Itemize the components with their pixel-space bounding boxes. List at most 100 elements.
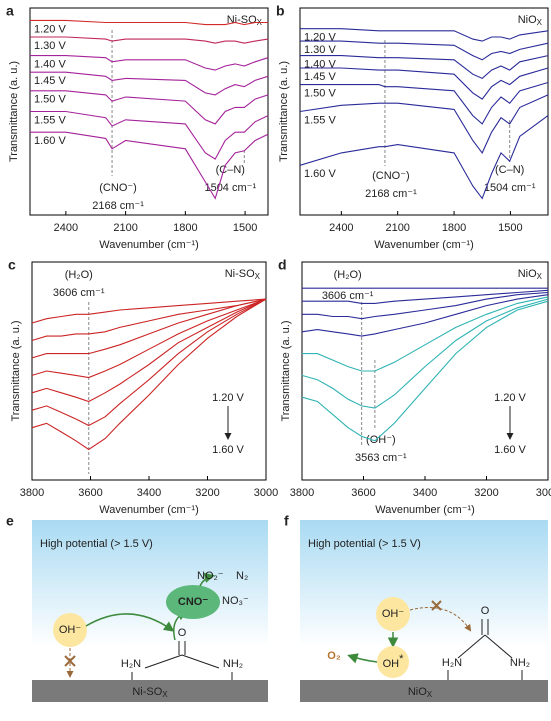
series-label: 1.40 V xyxy=(34,59,66,71)
cno-bubble xyxy=(166,585,220,619)
series-label: 1.60 V xyxy=(304,168,336,180)
o2-label: O₂ xyxy=(327,650,341,662)
spectrum xyxy=(301,294,549,337)
spectrum xyxy=(299,115,549,200)
product-arrow xyxy=(199,572,215,587)
x-tick-label: 3400 xyxy=(137,487,161,499)
chart-panel: a Ni-SOX Transmittance (a. u.) Wavenumber (… xyxy=(6,3,269,251)
annotation: 3606 cm⁻¹ xyxy=(53,287,105,299)
urea-nh2-right: NH₂ xyxy=(510,657,530,669)
spectrum xyxy=(30,19,268,26)
spectrum xyxy=(31,298,267,379)
annotation: 3606 cm⁻¹ xyxy=(322,290,374,302)
product: NO₂⁻ xyxy=(197,570,224,582)
x-tick-label: 1500 xyxy=(233,222,257,234)
urea-o: O xyxy=(178,627,187,639)
panel-letter: a xyxy=(6,3,14,19)
blocked-arrow xyxy=(409,607,472,632)
background xyxy=(300,520,548,690)
spectrum xyxy=(302,289,549,304)
series-label: 1.50 V xyxy=(304,87,336,99)
spectrum xyxy=(300,67,549,100)
series-label: 1.40 V xyxy=(304,59,336,71)
series-label: 1.50 V xyxy=(34,94,66,106)
spectrum xyxy=(301,300,549,442)
x-tick-label: 2400 xyxy=(329,222,353,234)
panel-label: NiOX xyxy=(518,14,543,27)
panel-letter: d xyxy=(278,257,287,273)
panel-letter: e xyxy=(6,513,14,529)
urea-bonds xyxy=(447,619,523,680)
urea-o: O xyxy=(481,605,490,617)
series-label: 1.55 V xyxy=(34,114,66,126)
label-sub: X xyxy=(537,18,543,27)
panel-f: f NiOX High potential (> 1.5 V) OH⁻ OH* … xyxy=(284,513,548,702)
x-tick-label: 3800 xyxy=(290,487,314,499)
chart-panel: b NiOX Transmittance (a. u.) Wavenumber (cm… xyxy=(276,3,549,251)
x-tick-label: 3000 xyxy=(536,487,551,499)
x-tick-label: 2100 xyxy=(385,222,409,234)
label-sub: X xyxy=(255,272,261,281)
annotation: (C–N) xyxy=(495,164,524,176)
x-tick-label: 3800 xyxy=(20,487,44,499)
spectrum xyxy=(30,36,269,44)
attack-arrow xyxy=(85,613,175,632)
panel-letter: c xyxy=(8,257,16,273)
spectrum xyxy=(301,298,549,409)
substrate xyxy=(32,680,268,702)
urea-nh2-left: H₂N xyxy=(442,657,462,669)
spectrum xyxy=(302,291,549,320)
annotation: 3563 cm⁻¹ xyxy=(355,452,407,464)
label-main: NiO xyxy=(518,14,537,26)
spectrum xyxy=(31,298,267,427)
spectrum xyxy=(31,298,267,403)
voltage-end: 1.60 V xyxy=(494,444,526,456)
spectrum xyxy=(300,81,549,125)
oh-ads-label: OH* xyxy=(383,653,405,670)
annotation: (C–N) xyxy=(216,164,245,176)
annotation: (CNO⁻) xyxy=(99,182,137,194)
product: NO₃⁻ xyxy=(222,595,249,607)
panel-letter: b xyxy=(276,3,285,19)
y-axis-label: Transmittance (a. u.) xyxy=(280,320,292,421)
annotation: 1504 cm⁻¹ xyxy=(484,182,536,194)
x-tick-label: 2400 xyxy=(54,222,78,234)
cross xyxy=(431,600,442,611)
urea-nh2-left: H₂N xyxy=(121,658,141,670)
product: N₂ xyxy=(236,570,248,582)
x-tick-label: 1800 xyxy=(442,222,466,234)
spectrum xyxy=(300,40,549,61)
condition: High potential (> 1.5 V) xyxy=(40,538,153,550)
series-label: 1.20 V xyxy=(304,32,336,44)
panel-e: e Ni-SOX High potential (> 1.5 V) OH⁻ O … xyxy=(6,513,268,702)
y-axis-label: Transmittance (a. u.) xyxy=(10,320,22,421)
series-label: 1.45 V xyxy=(304,71,336,83)
x-tick-label: 2100 xyxy=(113,222,137,234)
x-tick-label: 3600 xyxy=(351,487,375,499)
panel-label: Ni-SOX xyxy=(227,14,263,27)
urea-bonds xyxy=(131,641,233,680)
condition: High potential (> 1.5 V) xyxy=(308,538,421,550)
x-tick-label: 1500 xyxy=(498,222,522,234)
spectrum xyxy=(31,298,267,359)
spectrum xyxy=(30,71,269,96)
substrate xyxy=(300,680,548,702)
cross xyxy=(64,655,76,667)
oh-ads-bubble xyxy=(377,646,409,678)
chart-panel: c Ni-SOX Transmittance (a. u.) Wavenumber (… xyxy=(8,257,278,516)
chart-panel: d NiOX Transmittance (a. u.) Wavenumber (cm… xyxy=(278,257,551,516)
voltage-start: 1.20 V xyxy=(212,392,244,404)
oh-label: OH⁻ xyxy=(59,624,82,636)
substrate-label: NiOX xyxy=(408,686,433,699)
series-label: 1.30 V xyxy=(34,40,66,52)
x-axis-label: Wavenumber (cm⁻¹) xyxy=(375,504,475,516)
spectrum xyxy=(31,298,267,324)
spectrum xyxy=(30,90,269,125)
spectrum xyxy=(30,110,269,160)
annotation: 2168 cm⁻¹ xyxy=(92,200,144,212)
cno-label: CNO⁻ xyxy=(178,596,208,608)
spectrum xyxy=(31,298,267,451)
x-tick-label: 3600 xyxy=(78,487,102,499)
annotation: (CNO⁻) xyxy=(372,170,410,182)
